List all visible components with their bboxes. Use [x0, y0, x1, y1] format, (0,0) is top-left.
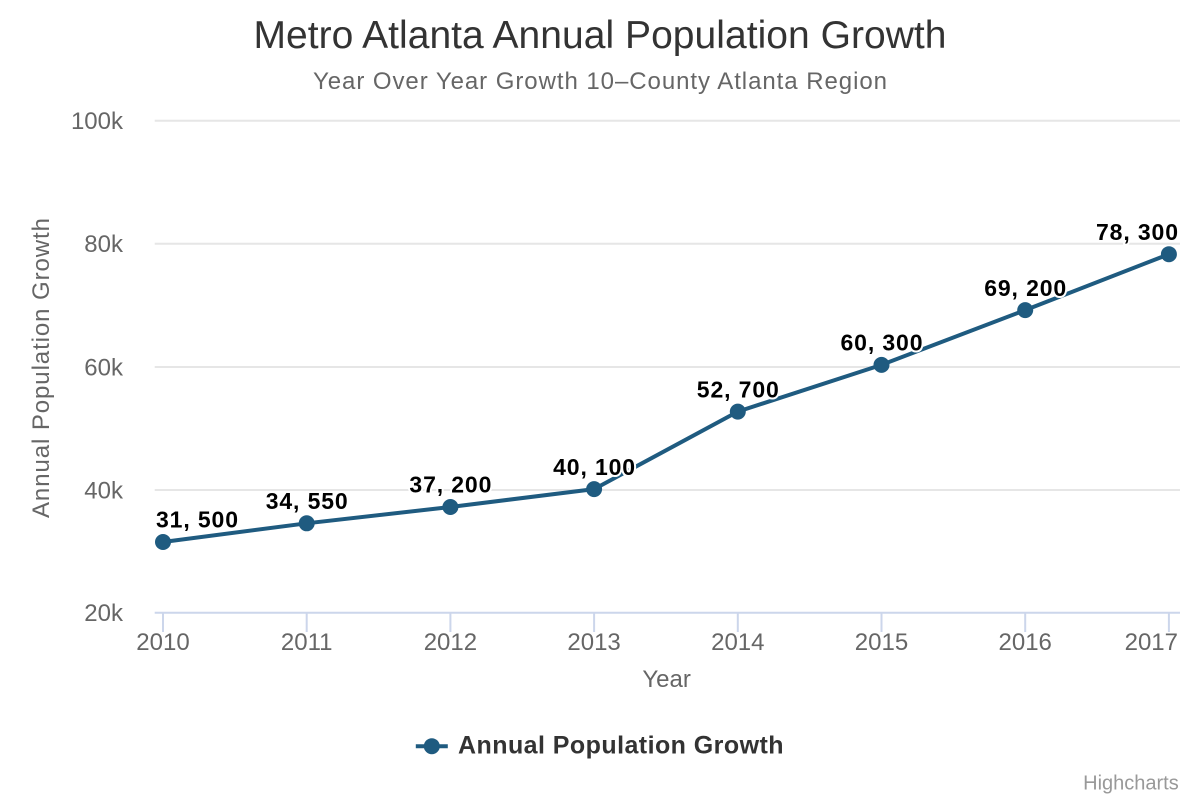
- svg-text:100k: 100k: [71, 108, 124, 135]
- svg-text:2010: 2010: [136, 629, 189, 656]
- svg-text:20k: 20k: [84, 600, 124, 627]
- svg-text:Highcharts: Highcharts: [1083, 772, 1179, 794]
- svg-text:80k: 80k: [84, 231, 124, 258]
- svg-text:Annual Population Growth: Annual Population Growth: [28, 218, 55, 518]
- svg-text:Year: Year: [642, 666, 691, 693]
- svg-text:Year Over Year Growth 10–Count: Year Over Year Growth 10–County Atlanta …: [313, 68, 887, 95]
- svg-text:2011: 2011: [281, 629, 333, 656]
- svg-text:40, 100: 40, 100: [553, 454, 635, 480]
- svg-text:78, 300: 78, 300: [1096, 219, 1178, 245]
- svg-text:2013: 2013: [567, 629, 620, 656]
- svg-text:34, 550: 34, 550: [266, 488, 348, 514]
- svg-text:69, 200: 69, 200: [984, 275, 1066, 301]
- svg-text:2016: 2016: [999, 629, 1052, 656]
- svg-text:37, 200: 37, 200: [409, 472, 491, 498]
- svg-text:40k: 40k: [84, 477, 124, 504]
- svg-text:60k: 60k: [84, 354, 124, 381]
- svg-text:60, 300: 60, 300: [841, 330, 923, 356]
- svg-text:2017: 2017: [1125, 629, 1178, 656]
- svg-text:52, 700: 52, 700: [697, 376, 779, 402]
- svg-text:31, 500: 31, 500: [156, 507, 238, 533]
- svg-text:Annual Population Growth: Annual Population Growth: [458, 731, 784, 759]
- svg-text:2014: 2014: [711, 629, 764, 656]
- svg-text:Metro Atlanta Annual Populatio: Metro Atlanta Annual Population Growth: [254, 14, 947, 57]
- svg-text:2015: 2015: [855, 629, 908, 656]
- svg-text:2012: 2012: [424, 629, 477, 656]
